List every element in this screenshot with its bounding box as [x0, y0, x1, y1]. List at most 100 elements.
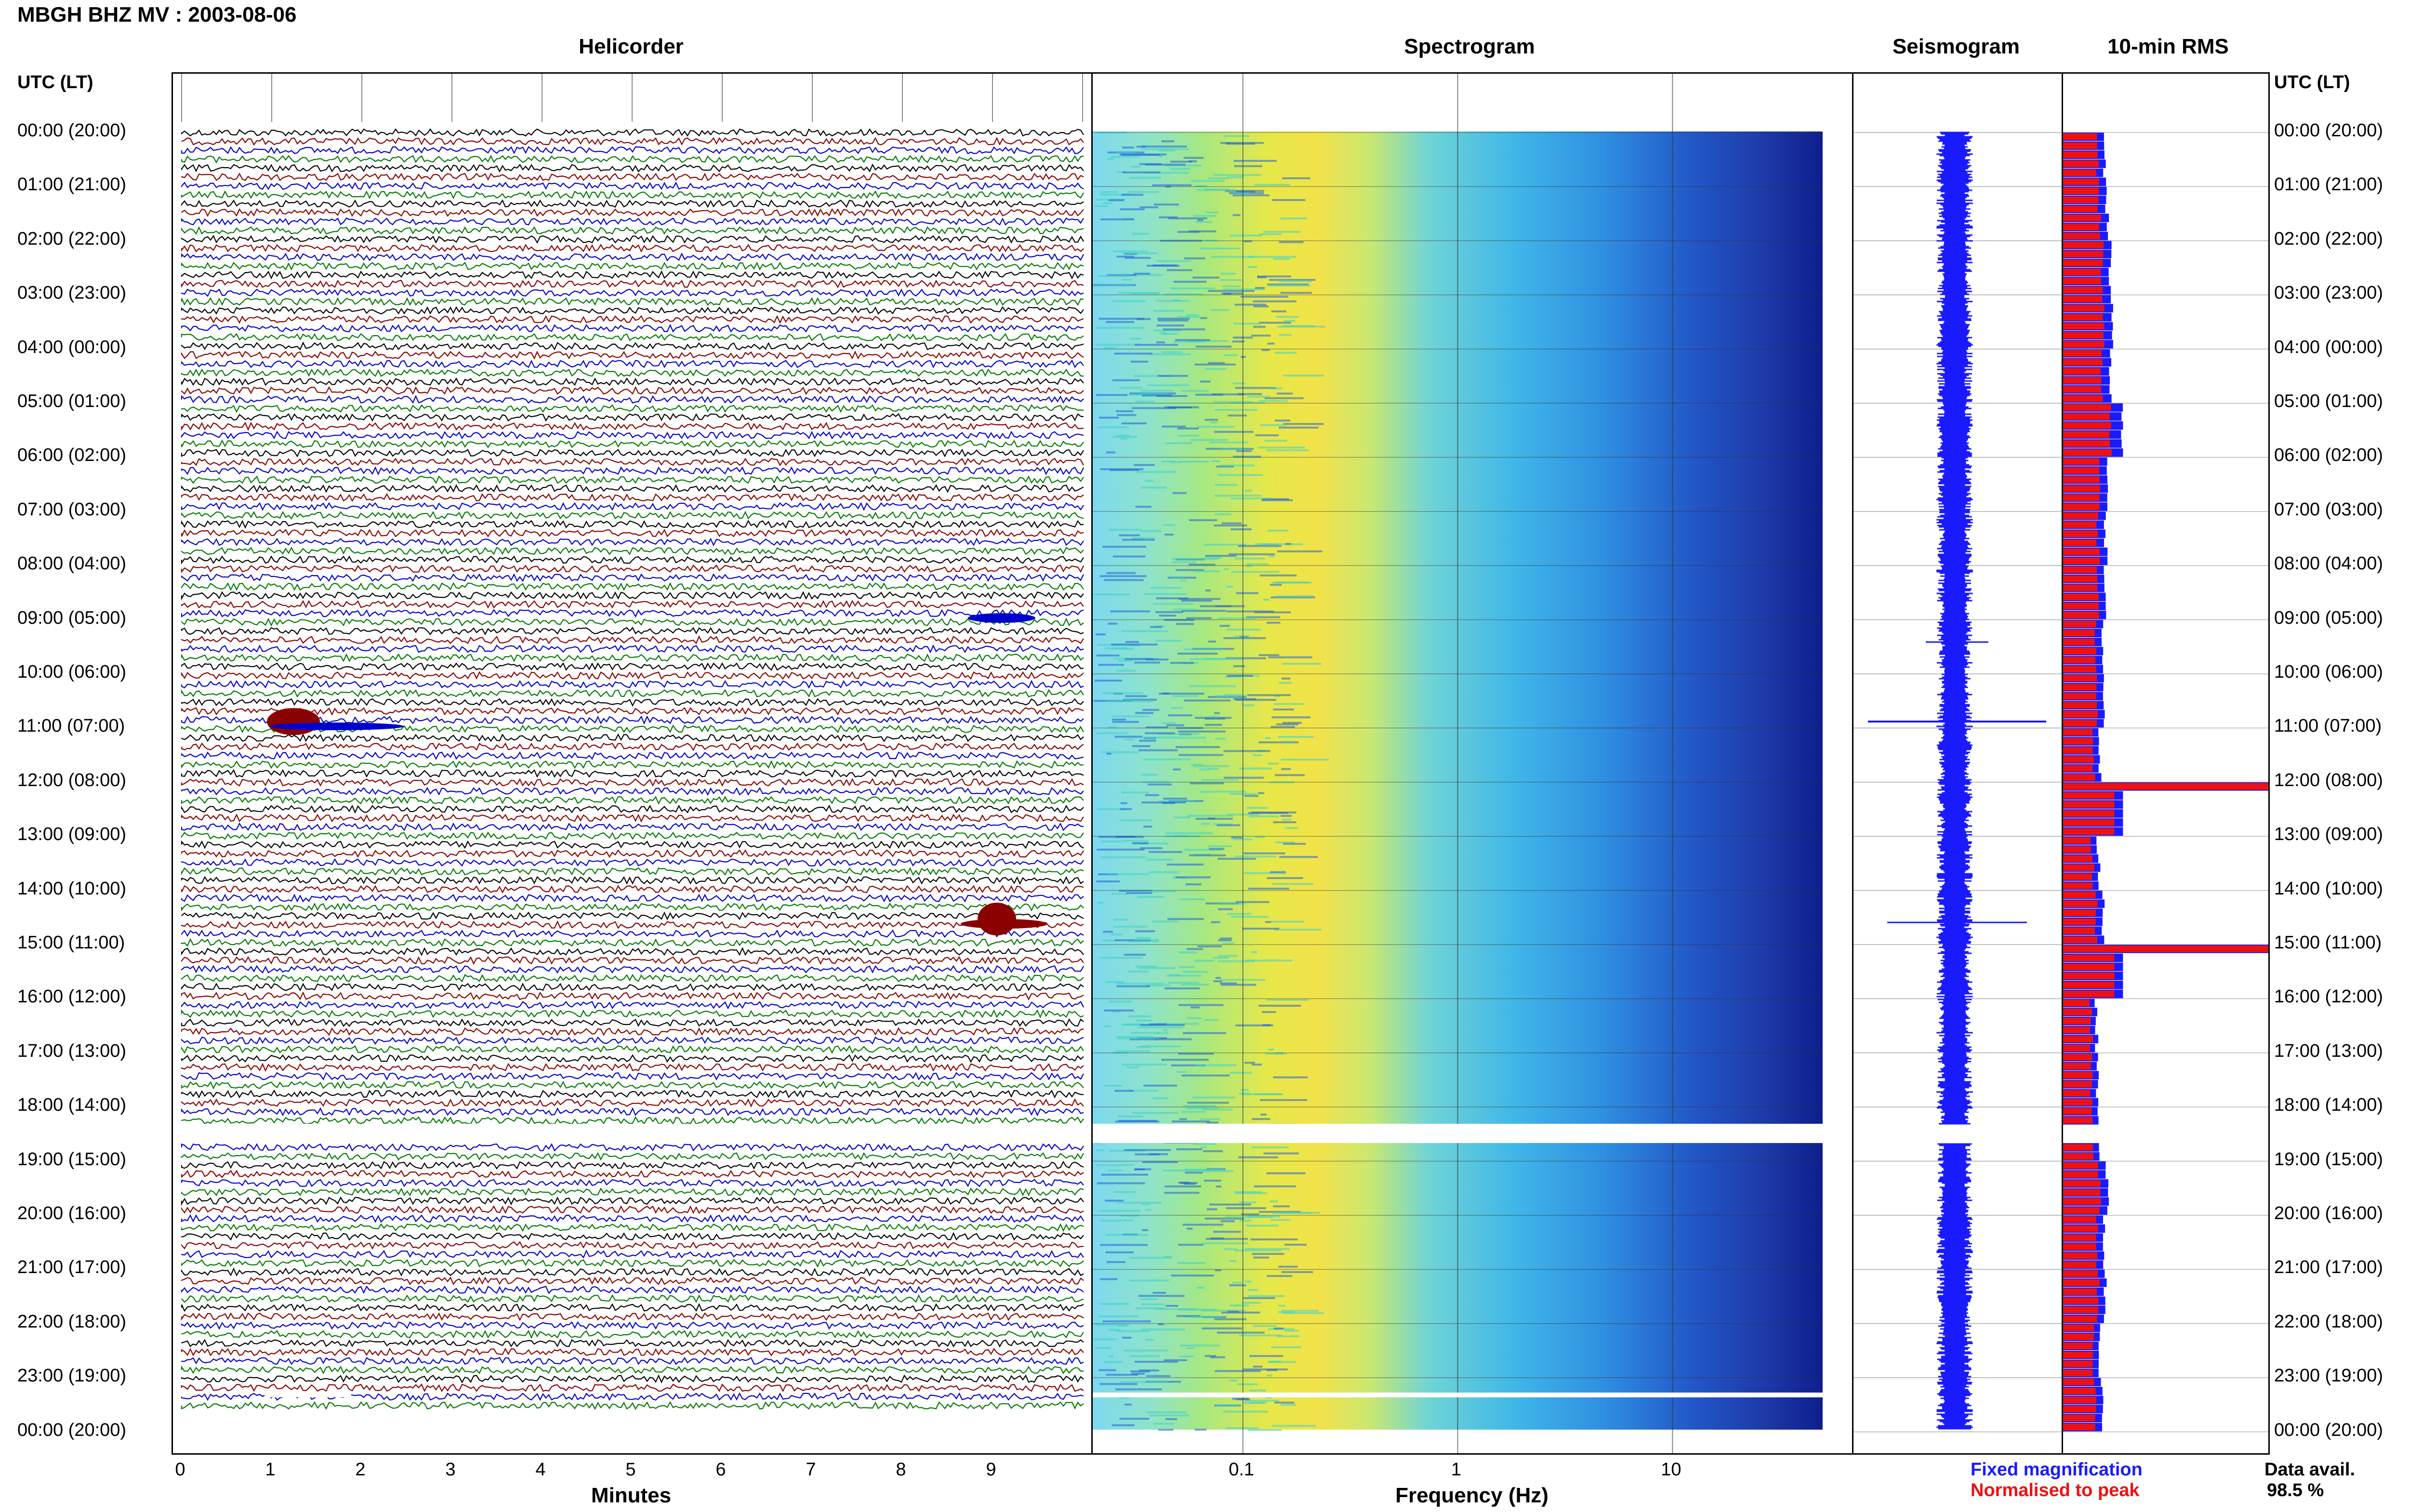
- row-label-left: 22:00 (18:00): [17, 1311, 127, 1332]
- rms-bar-normalised: [2063, 1423, 2095, 1431]
- rms-bar-normalised: [2063, 801, 2115, 808]
- rms-bar-normalised: [2063, 250, 2104, 258]
- helicorder-trace: [181, 591, 1084, 601]
- helicorder-trace: [181, 1276, 1084, 1286]
- rms-bar-normalised: [2063, 350, 2102, 357]
- helicorder-trace: [181, 1179, 1084, 1187]
- row-label-right: 17:00 (13:00): [2274, 1040, 2383, 1061]
- row-label-right: 14:00 (10:00): [2274, 878, 2383, 899]
- seismogram-trace: [1936, 131, 1973, 1430]
- helicorder-trace: [181, 252, 1084, 262]
- helicorder-trace: [181, 804, 1084, 814]
- helicorder-trace: [181, 1267, 1084, 1276]
- helicorder-trace: [181, 929, 1084, 938]
- helicorder-trace: [181, 394, 1084, 404]
- helicorder-trace: [181, 520, 1084, 529]
- rms-bar-normalised: [2063, 224, 2099, 231]
- rms-bar-normalised: [2063, 1243, 2096, 1250]
- helicorder-trace: [181, 1089, 1084, 1099]
- rms-bar-normalised: [2063, 1180, 2101, 1187]
- rms-panel: [2062, 72, 2270, 1455]
- helicorder-trace: [181, 199, 1084, 208]
- rms-bar-normalised: [2063, 314, 2103, 321]
- helicorder-trace: [181, 538, 1084, 547]
- helicorder-trace: [181, 502, 1084, 511]
- rms-bar-normalised: [2063, 774, 2095, 781]
- rms-bar-normalised: [2063, 1072, 2093, 1078]
- helicorder-trace: [181, 742, 1084, 751]
- row-label-left: 21:00 (17:00): [17, 1257, 127, 1278]
- row-label-left: 04:00 (00:00): [17, 337, 127, 357]
- helicorder-trace: [181, 359, 1084, 368]
- helicorder-trace: [181, 600, 1084, 609]
- helicorder-trace: [181, 698, 1084, 707]
- helicorder-trace: [181, 1285, 1084, 1294]
- helicorder-trace: [181, 439, 1084, 448]
- rms-bar-normalised: [2063, 1017, 2091, 1025]
- rms-plot: [2063, 132, 2268, 1433]
- row-label-right: 16:00 (12:00): [2274, 986, 2383, 1007]
- helicorder-trace: [181, 386, 1084, 395]
- rms-bar-normalised: [2063, 747, 2093, 754]
- rms-bar-normalised: [2063, 1090, 2091, 1097]
- helicorder-trace: [181, 1187, 1084, 1196]
- helicorder-trace: [181, 1223, 1084, 1232]
- helicorder-trace: [181, 1063, 1084, 1072]
- rms-bar-normalised: [2063, 214, 2101, 222]
- rms-bar-normalised: [2063, 1045, 2090, 1052]
- helicorder-trace: [181, 956, 1084, 965]
- row-label-left: 06:00 (02:00): [17, 445, 127, 466]
- helicorder-trace: [181, 778, 1084, 787]
- rms-bar-normalised: [2063, 197, 2099, 203]
- rms-bar-normalised: [2063, 133, 2097, 140]
- helicorder-trace: [181, 662, 1084, 671]
- helicorder-trace: [181, 181, 1084, 190]
- rms-bar-normalised: [2063, 1108, 2092, 1115]
- rms-bar-normalised: [2063, 332, 2104, 339]
- rms-bar-normalised: [2063, 584, 2098, 592]
- helicorder-trace: [181, 315, 1084, 324]
- minutes-tick-label: 3: [445, 1459, 456, 1480]
- helicorder-plot: [173, 74, 1091, 1410]
- helicorder-trace: [181, 822, 1084, 831]
- spectrogram-panel: [1091, 72, 1853, 1455]
- helicorder-trace: [181, 1312, 1084, 1321]
- helicorder-trace: [181, 146, 1084, 155]
- rms-bar-normalised: [2063, 512, 2098, 519]
- rms-bar-normalised: [2063, 287, 2103, 294]
- row-label-right: 06:00 (02:00): [2274, 445, 2383, 466]
- helicorder-trace: [181, 190, 1084, 199]
- rms-bar-normalised: [2063, 449, 2112, 456]
- row-label-right: 21:00 (17:00): [2274, 1257, 2383, 1278]
- rms-bar-normalised: [2063, 1026, 2090, 1034]
- helicorder-trace: [181, 1205, 1084, 1214]
- helicorder-trace: [181, 1107, 1084, 1117]
- rms-bar-normalised: [2063, 178, 2099, 185]
- helicorder-header: Helicorder: [579, 35, 684, 58]
- rms-bar-normalised: [2063, 837, 2091, 844]
- rms-bar-normalised: [2063, 503, 2100, 510]
- rms-bar-normalised: [2063, 1099, 2092, 1106]
- helicorder-trace: [181, 1294, 1084, 1303]
- helicorder-trace: [181, 876, 1084, 885]
- row-label-right: 18:00 (14:00): [2274, 1095, 2383, 1116]
- rms-bar-normalised: [2063, 404, 2111, 411]
- rms-bar-normalised: [2063, 593, 2099, 601]
- row-label-right: 20:00 (16:00): [2274, 1203, 2383, 1223]
- right-axis-label: UTC (LT): [2274, 72, 2350, 92]
- rms-bar-normalised: [2063, 1081, 2092, 1088]
- rms-bar-normalised: [2063, 395, 2103, 402]
- rms-bar-normalised: [2063, 828, 2115, 835]
- row-label-right: 07:00 (03:00): [2274, 499, 2383, 520]
- helicorder-trace: [181, 573, 1084, 582]
- rms-bar-normalised: [2063, 729, 2092, 736]
- row-label-left: 13:00 (09:00): [17, 824, 127, 845]
- rms-bar-normalised: [2063, 277, 2101, 285]
- helicorder-event: [267, 708, 320, 735]
- rms-bar-normalised: [2063, 1234, 2096, 1241]
- helicorder-trace: [181, 155, 1084, 164]
- rms-bar-normalised: [2063, 981, 2115, 988]
- helicorder-trace: [181, 368, 1084, 378]
- helicorder-trace: [181, 733, 1084, 742]
- helicorder-trace: [181, 671, 1084, 680]
